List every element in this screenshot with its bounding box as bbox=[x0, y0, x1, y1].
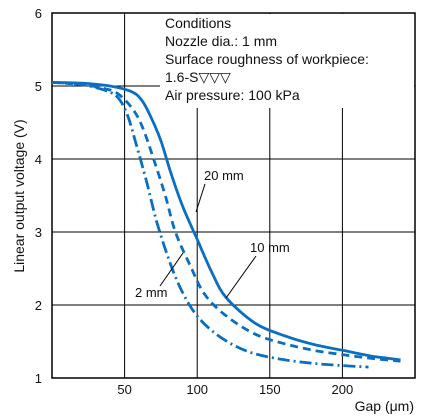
series-line-10mm bbox=[51, 80, 401, 363]
plot-frame bbox=[51, 12, 416, 379]
series-label-20mm-leader bbox=[195, 183, 206, 213]
x-tick-label: 200 bbox=[332, 382, 354, 397]
conditions-line-5: Air pressure: 100 kPa bbox=[165, 87, 300, 103]
series-lines bbox=[51, 80, 401, 369]
y-tick-label: 6 bbox=[35, 6, 42, 21]
series-label-2mm: 2 mm bbox=[135, 285, 168, 300]
x-tick-labels: 50 100 150 200 bbox=[117, 382, 353, 397]
y-tick-label: 5 bbox=[35, 79, 42, 94]
conditions-box bbox=[160, 14, 414, 108]
y-tick-label: 4 bbox=[35, 152, 42, 167]
y-tick-label: 2 bbox=[35, 298, 42, 313]
y-tick-labels: 1 2 3 4 5 6 bbox=[35, 6, 42, 386]
x-tick-label: 100 bbox=[186, 382, 208, 397]
x-tick-label: 150 bbox=[259, 382, 281, 397]
y-tick-label: 1 bbox=[35, 371, 42, 386]
series-label-20mm: 20 mm bbox=[204, 168, 244, 183]
series-label-2mm-leader bbox=[159, 252, 184, 287]
conditions-line-4: 1.6-S▽▽▽ bbox=[165, 69, 231, 85]
series-label-10mm: 10 mm bbox=[250, 240, 290, 255]
series-line-2mm bbox=[51, 80, 369, 369]
conditions-line-3: Surface roughness of workpiece: bbox=[165, 51, 369, 67]
y-tick-label: 3 bbox=[35, 225, 42, 240]
y-axis-label: Linear output voltage (V) bbox=[11, 119, 27, 272]
series-line-20mm bbox=[51, 80, 401, 362]
x-axis-label: Gap (μm) bbox=[355, 398, 414, 414]
conditions-line-2: Nozzle dia.: 1 mm bbox=[165, 33, 277, 49]
conditions-line-1: Conditions bbox=[165, 15, 231, 31]
plot-area bbox=[51, 12, 416, 379]
series-label-10mm-leader bbox=[225, 255, 257, 299]
x-tick-label: 50 bbox=[117, 382, 131, 397]
